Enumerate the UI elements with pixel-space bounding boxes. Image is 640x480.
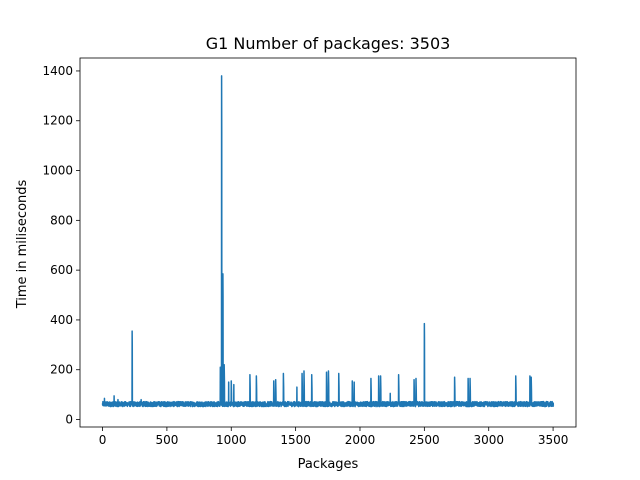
x-tick-label: 3000 xyxy=(473,433,504,447)
x-tick-label: 2000 xyxy=(345,433,376,447)
x-tick-label: 500 xyxy=(155,433,178,447)
x-axis-label: Packages xyxy=(298,457,359,472)
y-tick-label: 800 xyxy=(50,213,73,227)
y-tick-label: 600 xyxy=(50,263,73,277)
x-tick-label: 0 xyxy=(99,433,107,447)
plot-area: 0 500 1000 1500 2000 2500 3000 3500 0 200 400 600 80… xyxy=(42,57,577,447)
y-tick-label: 400 xyxy=(50,313,73,327)
axes-frame xyxy=(79,57,577,428)
y-axis-label: Time in miliseconds xyxy=(15,179,30,309)
y-tick-label: 1000 xyxy=(42,164,73,178)
x-tick-label: 1500 xyxy=(280,433,311,447)
y-tick-label: 1200 xyxy=(42,114,73,128)
y-tick-label: 200 xyxy=(50,363,73,377)
series-line-0 xyxy=(101,75,555,408)
y-tick-label: 0 xyxy=(65,413,73,427)
x-tick-label: 3500 xyxy=(538,433,569,447)
x-tick-label: 2500 xyxy=(409,433,440,447)
y-tick-label: 1400 xyxy=(42,64,73,78)
chart-title: G1 Number of packages: 3503 xyxy=(206,34,451,53)
x-tick-label: 1000 xyxy=(216,433,247,447)
